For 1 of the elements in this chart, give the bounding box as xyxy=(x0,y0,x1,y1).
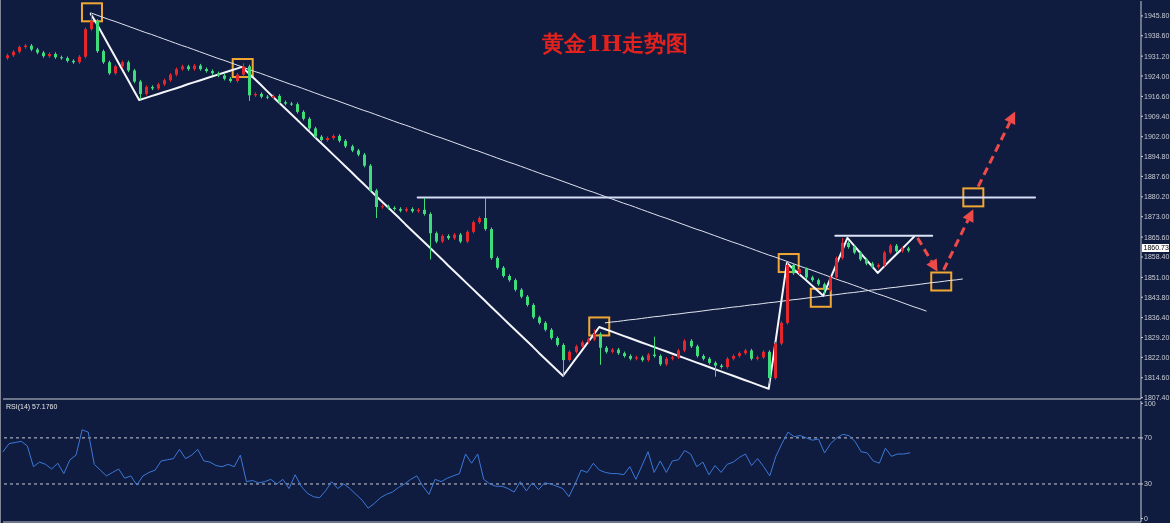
text: 黄金1H走势图 xyxy=(540,30,690,56)
